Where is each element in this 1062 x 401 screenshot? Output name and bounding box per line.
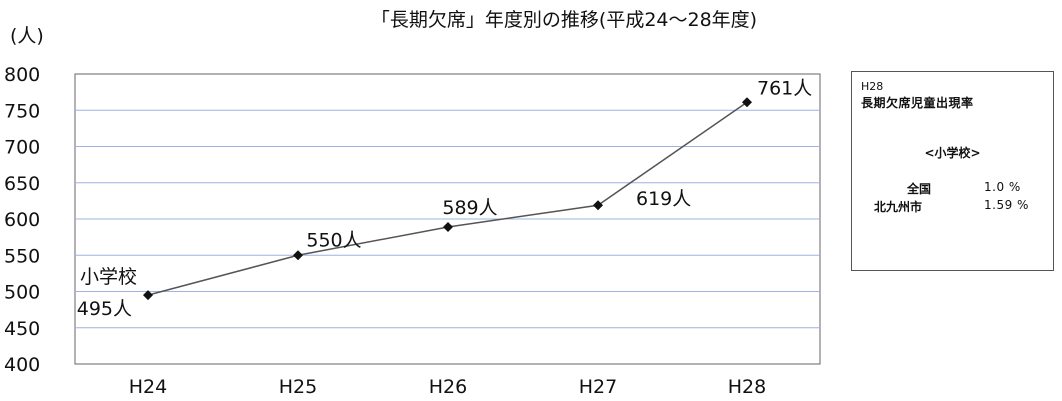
grid-lines	[75, 109, 820, 329]
x-tick-label: H25	[279, 376, 317, 398]
y-tick-label: 700	[4, 137, 40, 159]
y-tick-label: 450	[4, 318, 40, 340]
y-tick-label: 750	[4, 100, 40, 122]
y-axis-unit-label: (人)	[10, 25, 44, 47]
y-axis-tick-labels: 400 450 500 550 600 650 700 750 800	[4, 64, 40, 376]
x-tick-label: H24	[129, 376, 167, 398]
y-tick-label: 650	[4, 173, 40, 195]
data-point	[443, 221, 453, 232]
data-point	[593, 200, 603, 211]
y-tick-label: 600	[4, 209, 40, 231]
data-label: 761人	[757, 77, 812, 99]
x-tick-label: H28	[728, 376, 766, 398]
rate-row-label: 全国	[907, 182, 932, 196]
y-tick-label: 500	[4, 282, 40, 304]
x-axis-tick-labels: H24 H25 H26 H27 H28	[129, 376, 766, 398]
chart-title: 「長期欠席」年度別の推移(平成24〜28年度)	[371, 9, 757, 31]
rate-row-value: 1.0 %	[984, 180, 1021, 194]
data-label: 495人	[77, 298, 132, 320]
y-tick-label: 800	[4, 64, 40, 86]
series-name-label: 小学校	[80, 266, 137, 288]
data-label: 550人	[306, 229, 361, 251]
data-point	[293, 250, 303, 261]
y-tick-label: 550	[4, 245, 40, 267]
side-box-heading: 長期欠席児童出現率	[861, 96, 974, 110]
line-chart: 「長期欠席」年度別の推移(平成24〜28年度) (人) 400 450 500 550…	[4, 9, 821, 398]
x-tick-label: H27	[579, 376, 617, 398]
data-label: 589人	[442, 197, 497, 219]
rate-row-value: 1.59 %	[984, 198, 1029, 212]
side-box-subheading: <小学校>	[924, 146, 981, 160]
rate-row-label: 北九州市	[874, 200, 923, 214]
data-labels: 495人 550人 589人 619人 761人	[77, 77, 813, 320]
side-box-year: H28	[861, 80, 884, 93]
y-tick-label: 400	[4, 354, 40, 376]
data-label: 619人	[636, 188, 691, 210]
data-point	[143, 290, 153, 301]
x-tick-label: H26	[429, 376, 467, 398]
data-point	[742, 97, 752, 108]
series-markers	[143, 97, 752, 301]
absence-rate-box: H28 長期欠席児童出現率 <小学校> 全国 1.0 % 北九州市 1.59 %	[851, 71, 1054, 271]
